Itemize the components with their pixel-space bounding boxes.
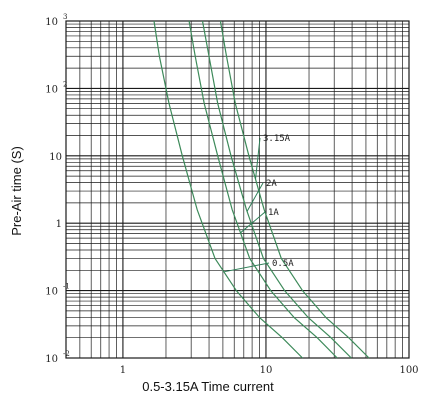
y-tick-label: 10 3 — [45, 13, 67, 28]
curve-label-0: 3.15A — [263, 134, 291, 144]
label-leader-1 — [246, 182, 264, 212]
curves — [153, 20, 370, 359]
y-tick-exponent: 3 — [63, 13, 67, 21]
y-tick-label: 1 — [56, 219, 62, 230]
y-tick-base: 10 — [45, 17, 58, 28]
y-tick-base: 10 — [45, 354, 58, 365]
curve-label-2: 1A — [268, 208, 279, 218]
plot-frame — [65, 20, 410, 359]
y-tick-base: 10 — [45, 287, 58, 298]
x-axis-title: 0.5-3.15A Time current — [142, 379, 274, 394]
series-line-1 — [188, 20, 338, 359]
series-line-2 — [201, 20, 352, 359]
y-tick-label: 10 — [49, 152, 62, 163]
y-tick-exponent: -1 — [63, 283, 70, 291]
label-leader-2 — [240, 211, 266, 234]
x-tick-label: 10 — [260, 365, 273, 376]
curve-label-1: 2A — [266, 179, 277, 189]
grid — [65, 20, 410, 359]
y-tick-exponent: -2 — [63, 350, 70, 358]
tick-labels: 1 10 100 10 3 10 2 10 1 10 -1 10 -2 — [45, 13, 418, 376]
y-tick-exponent: 2 — [63, 80, 67, 88]
y-tick-base: 10 — [45, 84, 58, 95]
series-line-0 — [153, 20, 303, 359]
x-tick-label: 100 — [399, 365, 418, 376]
y-axis-title: Pre-Air time (S) — [9, 146, 24, 236]
curve-label-3: 0.5A — [272, 259, 294, 269]
x-tick-label: 1 — [120, 365, 126, 376]
y-tick-label: 10 2 — [45, 80, 67, 95]
series-line-3 — [219, 20, 370, 359]
y-tick-base: 10 — [49, 152, 62, 163]
y-tick-label: 10 -2 — [45, 350, 70, 365]
curve-labels: 3.15A 2A 1A 0.5A — [223, 134, 294, 273]
y-tick-label: 10 -1 — [45, 283, 70, 298]
label-leader-3 — [223, 262, 270, 273]
label-leader-0 — [255, 137, 261, 180]
y-tick-base: 1 — [56, 219, 62, 230]
